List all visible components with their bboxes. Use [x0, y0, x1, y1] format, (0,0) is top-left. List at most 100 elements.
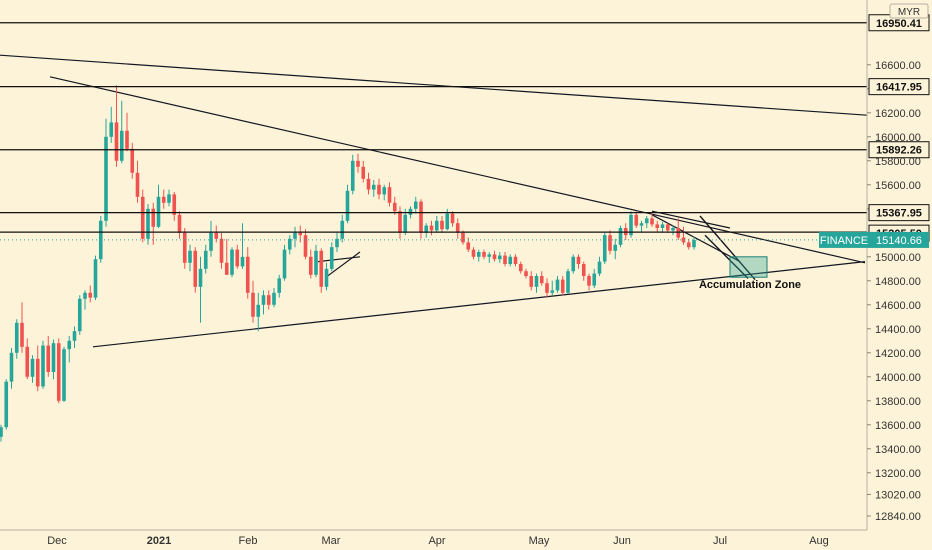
candle-up: [445, 213, 450, 230]
candle-up: [261, 295, 266, 305]
candle-down: [172, 194, 177, 215]
candle-up: [240, 256, 245, 267]
candle-up: [671, 228, 675, 231]
candle-up: [146, 208, 150, 239]
candle-up: [692, 240, 696, 248]
candle-down: [503, 255, 507, 264]
level-label-text: 15892.26: [876, 145, 922, 157]
month-label: Apr: [428, 535, 445, 547]
candle-down: [545, 283, 549, 293]
month-label: Mar: [322, 535, 341, 547]
candle-up: [203, 250, 208, 269]
candle-down: [655, 224, 660, 228]
price-tick-label: 12840.00: [875, 511, 921, 523]
month-label: Feb: [239, 535, 258, 547]
candle-down: [125, 130, 129, 149]
candle-down: [676, 228, 681, 238]
candle-up: [476, 252, 481, 257]
candle-up: [72, 331, 77, 341]
candle-down: [529, 276, 534, 287]
candle-up: [602, 235, 607, 262]
candle-down: [429, 225, 434, 231]
candle-down: [219, 238, 224, 263]
candle-down: [114, 122, 119, 161]
breakout-arrow-line-2: [704, 234, 749, 279]
candle-down: [303, 235, 308, 257]
candle-down: [440, 220, 444, 230]
candle-down: [366, 178, 371, 190]
wedge-lower-line: [651, 214, 741, 263]
candle-up: [30, 358, 35, 377]
candle-up: [0, 427, 3, 437]
candle-up: [314, 250, 318, 275]
month-label: 2021: [147, 535, 171, 547]
candle-down: [587, 276, 591, 286]
candle-down: [356, 160, 360, 167]
candle-up: [293, 232, 297, 239]
current-price-marker: FINANCE 15140.66: [0, 231, 929, 248]
candle-down: [560, 279, 565, 293]
candle-down: [235, 249, 240, 267]
candle-up: [329, 247, 334, 269]
candle-up: [434, 220, 439, 231]
candle-up: [508, 256, 513, 264]
candle-down: [298, 232, 303, 236]
candle-down: [492, 254, 497, 260]
candle-down: [182, 232, 187, 263]
price-tick-label: 14800.00: [875, 276, 921, 288]
price-tick-label: 16000.00: [875, 132, 921, 144]
candle-up: [272, 292, 276, 305]
candle-up: [282, 249, 287, 279]
candle-up: [340, 220, 345, 239]
candle-up: [167, 194, 171, 203]
candle-up: [51, 343, 56, 372]
candle-down: [513, 256, 518, 264]
price-tick-label: 15000.00: [875, 252, 921, 264]
price-tick-label: 13400.00: [875, 444, 921, 456]
price-tick-label: 14600.00: [875, 300, 921, 312]
candle-down: [518, 264, 523, 272]
candle-up: [109, 122, 114, 137]
candle-up: [83, 292, 87, 299]
price-tick-label: 14200.00: [875, 348, 921, 360]
candle-up: [41, 345, 45, 387]
candle-down: [319, 250, 324, 287]
candle-down: [398, 211, 402, 233]
candle-down: [56, 343, 61, 401]
price-tick-label: 15600.00: [875, 180, 921, 192]
time-axis[interactable]: [0, 530, 932, 550]
candle-up: [534, 276, 539, 287]
candle-up: [592, 273, 597, 286]
candle-up: [555, 279, 560, 291]
month-label: Dec: [47, 535, 67, 547]
price-tick-label: 14000.00: [875, 372, 921, 384]
candle-up: [9, 352, 14, 382]
candle-up: [93, 259, 98, 298]
price-tick-label: 14400.00: [875, 324, 921, 336]
candle-down: [140, 196, 145, 239]
candle-up: [597, 261, 602, 274]
candle-up: [188, 250, 192, 263]
breakout-arrow-line-1: [699, 215, 756, 281]
candle-up: [119, 130, 124, 161]
candle-down: [308, 256, 313, 275]
candle-up: [571, 256, 576, 272]
candle-up: [413, 201, 418, 209]
candle-down: [650, 218, 654, 225]
candle-down: [25, 346, 30, 377]
candle-up: [324, 268, 329, 287]
level-label-box: [868, 204, 930, 222]
price-tick-label: 13600.00: [875, 420, 921, 432]
candle-down: [665, 224, 670, 231]
candle-up: [230, 249, 234, 275]
candle-up: [618, 228, 623, 245]
candle-down: [466, 242, 471, 250]
candle-down: [524, 271, 528, 276]
price-tick-label: 13020.00: [875, 489, 921, 501]
accumulation-zone-box: [729, 256, 768, 278]
candle-down: [245, 256, 250, 293]
series-name-box: [819, 231, 869, 248]
candle-up: [566, 271, 570, 293]
